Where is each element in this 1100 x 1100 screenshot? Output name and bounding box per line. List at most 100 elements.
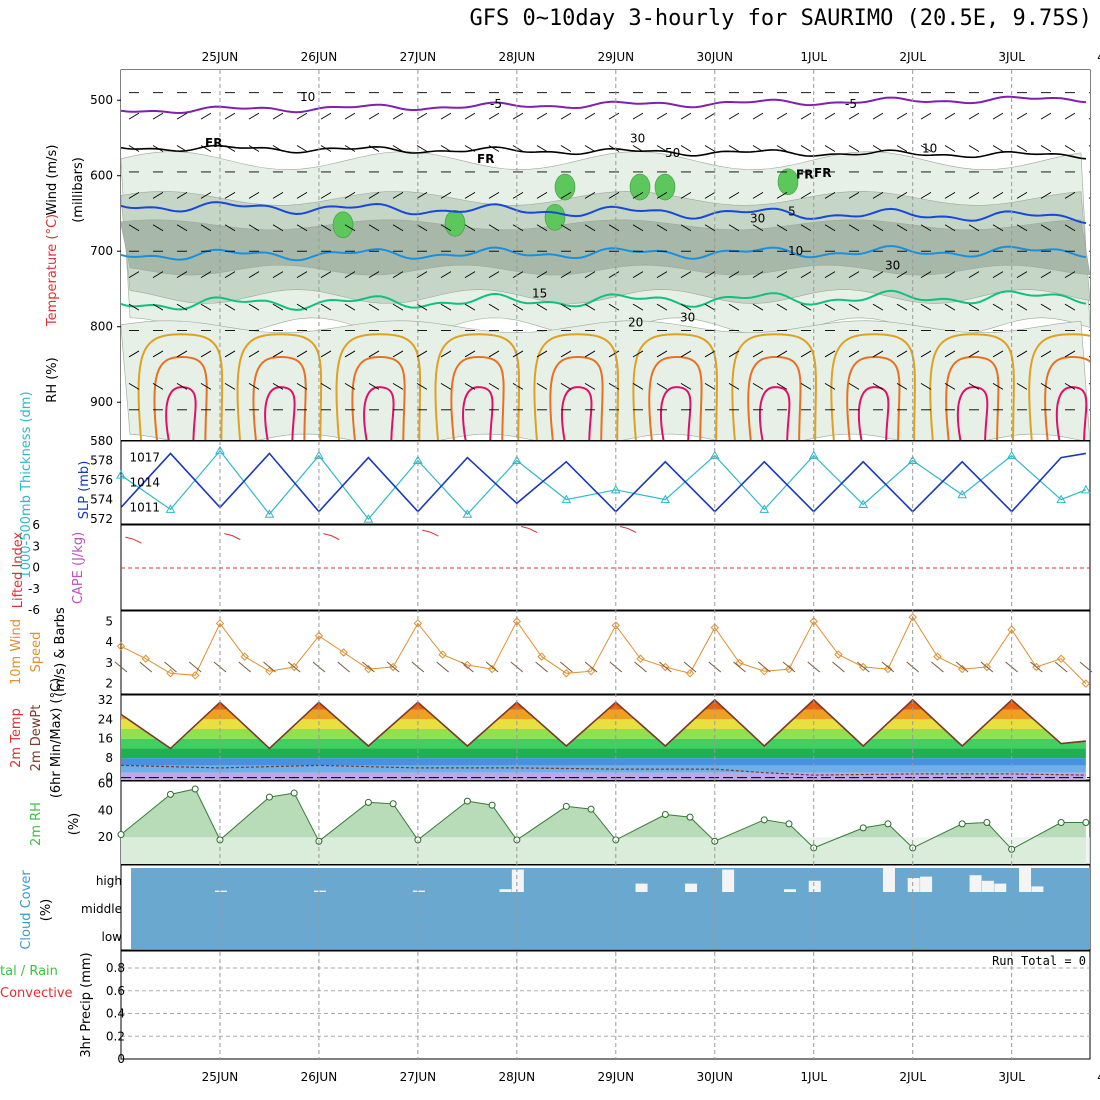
upper-wind-barb (536, 303, 548, 311)
upper-wind-barb (608, 350, 620, 358)
upper-wind-barb (464, 382, 476, 390)
pressure-tick-700: 700 (90, 244, 113, 258)
wind-speed-point (141, 654, 150, 663)
wind-barb (238, 661, 252, 673)
ylabel-thickness: 1000-500mb Thickness (dm) (19, 391, 34, 578)
upper-wind-barb (680, 303, 692, 311)
upper-wind-barb (320, 145, 332, 152)
upper-wind-barb (224, 382, 236, 390)
upper-wind-barb (392, 382, 404, 390)
upper-wind-barb (992, 382, 1004, 390)
upper-wind-barb (296, 112, 308, 120)
rh-spot-3 (654, 173, 676, 201)
wind-speed-point (908, 613, 917, 622)
diurnal-contour-8-1 (945, 355, 1000, 440)
diurnal-contour-8-2 (956, 386, 989, 440)
upper-wind-barb (464, 112, 476, 120)
upper-wind-barb (728, 191, 740, 199)
upper-wind-barb (560, 382, 572, 390)
upper-wind-barb (368, 303, 380, 311)
pressure-tick-900: 900 (90, 395, 113, 409)
upper-wind-barb (248, 350, 260, 358)
cloud-fill (131, 868, 1090, 949)
upper-wind-barb (272, 382, 284, 390)
upper-wind-barb (248, 112, 260, 120)
wind-barb (461, 661, 474, 673)
upper-wind-barb (704, 382, 716, 390)
upper-wind-barb (272, 350, 284, 358)
panel-frame-wind (120, 610, 1091, 695)
upper-wind-barb (992, 191, 1004, 199)
upper-wind-barb (176, 112, 188, 120)
upper-wind-barb (176, 145, 188, 152)
upper-wind-barb (296, 382, 308, 390)
upper-wind-barb (128, 224, 140, 232)
upper-wind-barb (800, 112, 812, 120)
upper-wind-barb (896, 224, 908, 232)
upper-wind-barb (728, 382, 740, 390)
thickness-point (660, 494, 671, 504)
diurnal-contour-9-1 (1044, 355, 1090, 440)
precip-tick-0.6: 0.6 (106, 984, 125, 998)
ylabel-precip-c: 3hr Precip (mm) (79, 952, 94, 1057)
upper-wind-barb (824, 303, 836, 311)
upper-wind-barb (1064, 303, 1076, 311)
cloud-high-bar (969, 875, 982, 892)
cloud-high-bar (808, 880, 821, 892)
upper-wind-barb (176, 271, 188, 279)
upper-wind-barb (512, 350, 524, 358)
upper-wind-barb (704, 112, 716, 120)
upper-wind-barb (512, 382, 524, 390)
upper-wind-barb (368, 224, 380, 232)
upper-wind-barb (224, 112, 236, 120)
rh2m-point (686, 813, 694, 821)
date-bottom-29JUN: 29JUN (598, 1070, 635, 1084)
wind-speed-point (240, 652, 249, 661)
temp-tick-8: 8 (105, 751, 113, 765)
rh-shade-dark (121, 219, 1090, 276)
upper-wind-barb (872, 382, 884, 390)
rh2m-point (488, 801, 496, 809)
upper-wind-barb (776, 191, 788, 199)
upper-wind-barb (1016, 145, 1028, 152)
upper-wind-barb (848, 350, 860, 358)
upper-wind-barb (392, 303, 404, 311)
wind-speed-point (982, 662, 992, 672)
upper-wind-barb (560, 191, 572, 199)
date-top-25JUN: 25JUN (202, 50, 239, 64)
upper-wind-barb (800, 191, 812, 199)
upper-wind-barb (872, 303, 884, 311)
upper-wind-barb (512, 112, 524, 120)
thickness-point (116, 470, 126, 479)
y-axis-labels: Wind (m/s)Temperature (°C) RH (%) (milliba… (0, 145, 94, 1058)
thickness-line (120, 449, 1087, 521)
li-segment (422, 529, 439, 537)
diurnal-contour-6-2 (759, 386, 791, 440)
upper-wind-barb (152, 350, 164, 358)
upper-wind-barb (896, 303, 908, 311)
rh2m-point (389, 800, 397, 808)
ylabel-millibars: (millibars) (71, 157, 86, 223)
wind-speed-point (339, 648, 348, 657)
temp-band-7 (121, 709, 1086, 720)
ylabel-cloud-b: (%) (39, 899, 54, 922)
wind-speed-point (388, 662, 398, 672)
upper-wind-barb (176, 303, 188, 311)
li-segment (620, 526, 637, 533)
upper-wind-barb (584, 271, 596, 279)
temp-band-6 (121, 719, 1086, 729)
upper-wind-barb (1064, 145, 1076, 152)
upper-wind-barb (176, 224, 188, 232)
li-segment (323, 533, 340, 541)
upper-wind-barb (464, 191, 476, 199)
upper-wind-barb (584, 145, 596, 152)
upper-wind-barb (440, 145, 452, 152)
cloud-high-bar (981, 880, 994, 892)
date-top-26JUN: 26JUN (301, 50, 338, 64)
upper-wind-barb (968, 303, 980, 311)
rh2m-point (290, 789, 298, 797)
wind-speed-point (1056, 654, 1066, 663)
upper-wind-barb (368, 145, 380, 152)
dewpt-line (120, 764, 1086, 776)
